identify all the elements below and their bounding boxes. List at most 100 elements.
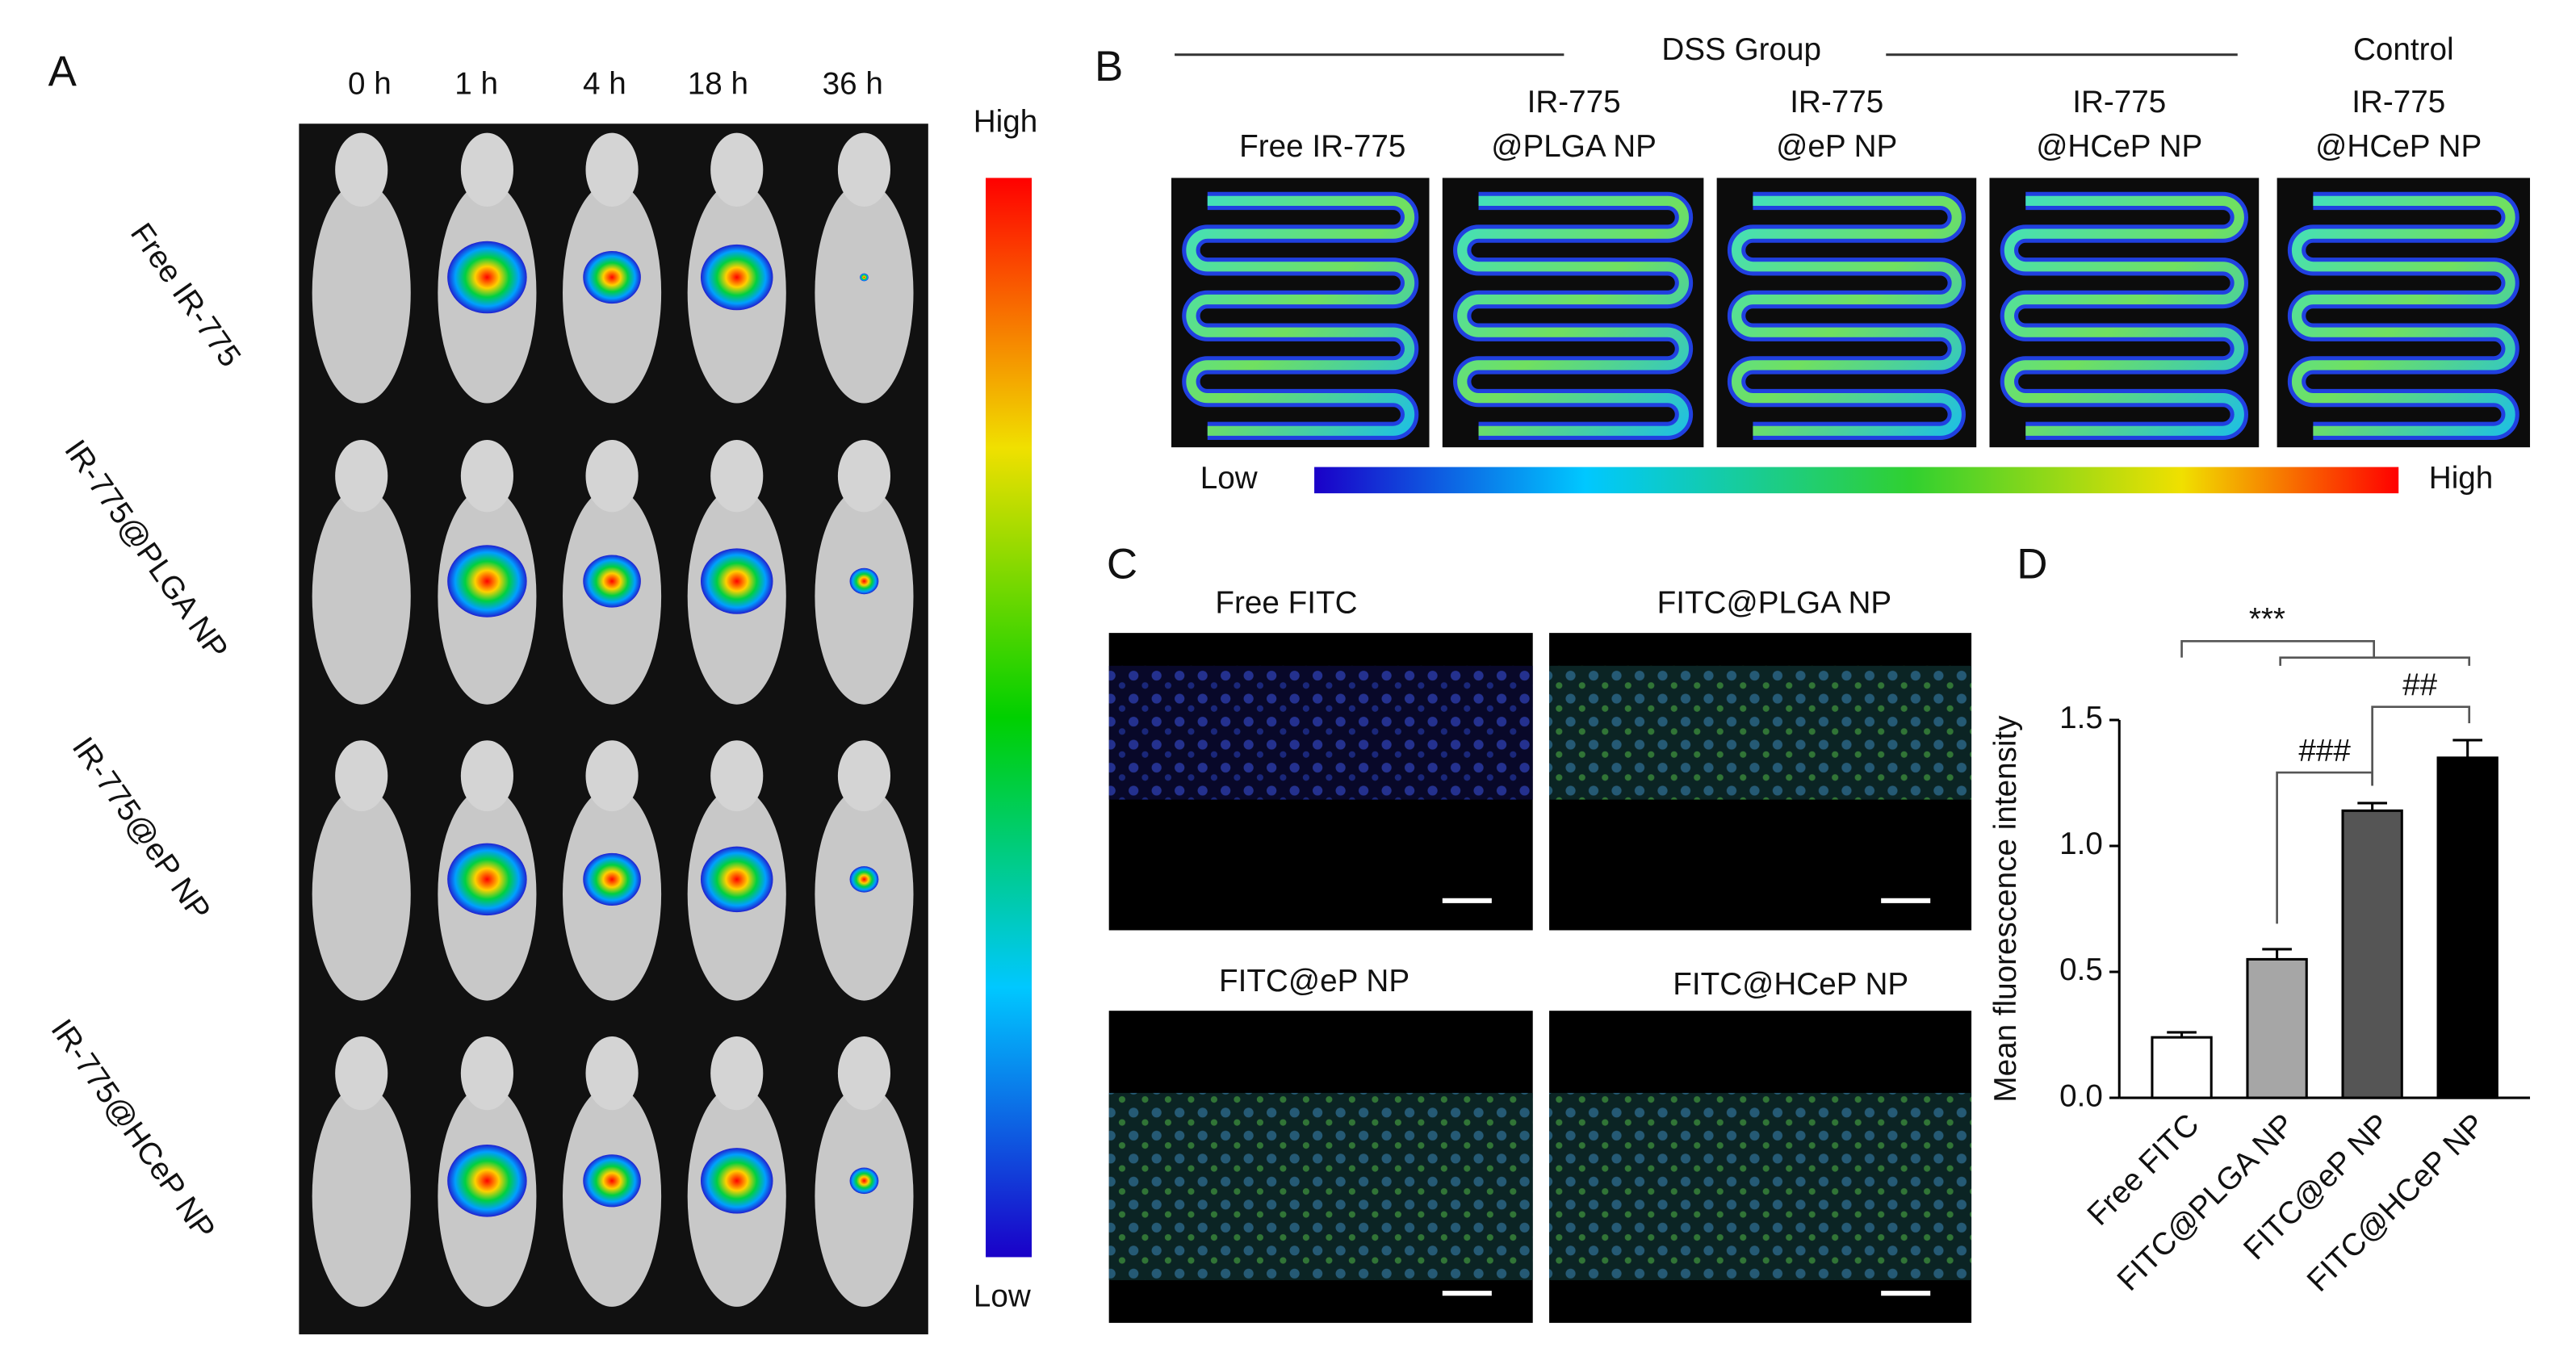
mouse-head <box>335 132 388 207</box>
sample-title: IR-775 <box>2352 85 2445 119</box>
signal <box>447 241 527 314</box>
mouse-head <box>585 740 639 812</box>
panel-label: C <box>1107 541 1137 588</box>
mouse-head <box>335 1036 388 1111</box>
significance: ## <box>2402 668 2437 702</box>
colorbar <box>986 178 1032 1258</box>
mouse-body <box>312 1085 411 1307</box>
signal <box>447 545 527 617</box>
mouse-head <box>335 740 388 812</box>
mouse-grid <box>312 132 914 1307</box>
time-label: 18 h <box>688 67 748 102</box>
mouse-body <box>312 787 411 1001</box>
mouse-head <box>837 439 891 513</box>
signal <box>700 846 773 913</box>
group-label: IR-775@eP NP <box>65 731 217 927</box>
error-bar <box>2452 739 2483 758</box>
sample-title: IR-775 <box>1527 85 1621 119</box>
significance: *** <box>2249 602 2285 637</box>
mouse-head <box>585 439 639 513</box>
sample-title: Free IR-775 <box>1239 129 1405 164</box>
intestine <box>1186 195 1415 436</box>
panel-label: A <box>48 48 77 95</box>
mouse-body <box>815 182 914 404</box>
error-bar <box>2167 1031 2197 1038</box>
intestine <box>1731 195 1962 436</box>
panel-label: D <box>2017 541 2047 588</box>
colorbar-high: High <box>974 104 1038 139</box>
mouse-head <box>710 1036 764 1111</box>
intestine <box>1457 195 1690 436</box>
mouse-body <box>815 488 914 705</box>
sample-title: FITC@PLGA NP <box>1657 586 1892 621</box>
significance-bracket <box>2371 705 2471 786</box>
bar <box>2341 809 2403 1099</box>
mouse-head <box>710 439 764 513</box>
sample-title: @HCeP NP <box>2315 129 2482 164</box>
mouse-body <box>312 488 411 705</box>
signal <box>849 1167 879 1195</box>
mouse-head <box>837 740 891 812</box>
sample-title: IR-775 <box>2072 85 2166 119</box>
mouse-head <box>837 132 891 207</box>
section-grid <box>1108 633 1972 1323</box>
time-label: 0 h <box>348 67 392 102</box>
tissue <box>1549 665 1972 800</box>
time-label: 36 h <box>823 67 883 102</box>
mouse-body <box>815 787 914 1001</box>
y-tick-label: 0.0 <box>2059 1078 2103 1113</box>
group-label: IR-775@PLGA NP <box>57 433 234 665</box>
x-tick-label: FITC@HCeP NP <box>2301 1107 2492 1299</box>
sample-title: @PLGA NP <box>1491 129 1657 164</box>
y-axis-label: Mean fluorescence intensity <box>1988 715 2023 1103</box>
mouse-head <box>460 740 513 812</box>
mouse-body <box>312 182 411 404</box>
signal <box>849 567 879 595</box>
significance: ### <box>2298 734 2351 768</box>
tissue <box>1108 665 1533 800</box>
mouse-head <box>837 1036 891 1111</box>
mouse-body <box>815 1085 914 1307</box>
bar <box>2151 1036 2213 1099</box>
intestine <box>2004 195 2244 436</box>
signal <box>583 250 641 304</box>
sample-title: @eP NP <box>1776 129 1897 164</box>
intestine <box>2291 195 2515 436</box>
colorbar-high: High <box>2429 461 2494 496</box>
group-label: DSS Group <box>1661 32 1821 67</box>
mouse-head <box>335 439 388 513</box>
tissue <box>1549 1092 1972 1280</box>
signal <box>700 548 773 614</box>
signal <box>849 866 879 893</box>
mouse-head <box>585 1036 639 1111</box>
mouse-head <box>460 1036 513 1111</box>
signal <box>583 852 641 906</box>
time-label: 1 h <box>454 67 498 102</box>
sample-title: IR-775 <box>1790 85 1883 119</box>
bar <box>2246 957 2308 1099</box>
mouse-head <box>710 132 764 207</box>
tissue <box>1108 1092 1533 1280</box>
signal <box>583 1154 641 1208</box>
intestine-row <box>1171 178 2531 448</box>
signal <box>583 555 641 608</box>
error-bar <box>2357 802 2387 811</box>
y-tick-label: 0.5 <box>2059 952 2103 987</box>
colorbar-low: Low <box>974 1279 1032 1314</box>
x-tick-label: FITC@PLGA NP <box>2111 1107 2302 1298</box>
sample-title: FITC@HCeP NP <box>1673 967 1908 1002</box>
signal <box>700 1148 773 1214</box>
sample-title: Free FITC <box>1215 586 1357 621</box>
group-label: IR-775@HCeP NP <box>44 1013 222 1246</box>
signal <box>700 244 773 311</box>
signal <box>447 843 527 916</box>
time-label: 4 h <box>583 67 626 102</box>
signal <box>447 1145 527 1217</box>
mouse-head <box>710 740 764 812</box>
panel-label: B <box>1095 43 1123 90</box>
mouse-head <box>460 132 513 207</box>
colorbar-low: Low <box>1200 461 1259 496</box>
